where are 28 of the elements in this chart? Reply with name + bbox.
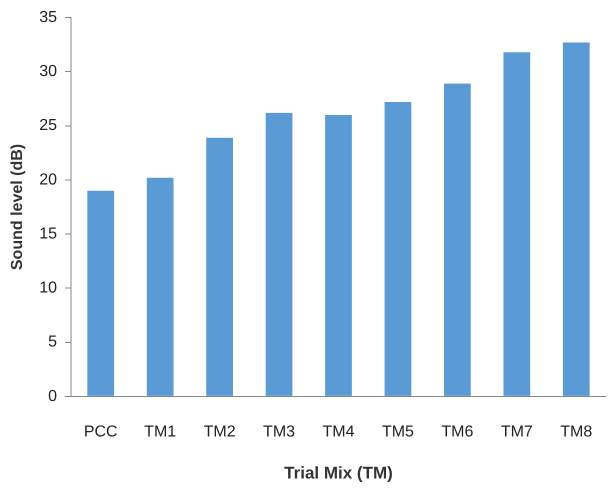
x-tick-label: TM1: [144, 423, 176, 440]
x-tick-label: TM4: [322, 423, 355, 440]
bar: [206, 138, 233, 396]
y-tick-label: 25: [39, 117, 58, 134]
x-tick-label: TM3: [263, 423, 296, 440]
x-tick-label: TM6: [441, 423, 474, 440]
x-axis-title: Trial Mix (TM): [284, 463, 393, 482]
y-tick-label: 15: [39, 225, 58, 242]
bar: [503, 52, 530, 396]
x-tick-label: TM2: [204, 423, 236, 440]
y-tick-label: 5: [48, 334, 58, 351]
y-tick-label: 30: [39, 63, 58, 80]
bar: [444, 84, 471, 396]
y-tick-label: 10: [39, 280, 58, 297]
bar: [562, 42, 590, 396]
y-tick-label: 35: [39, 9, 58, 26]
y-tick-label: 20: [39, 171, 58, 188]
y-axis-title: Sound level (dB): [9, 144, 26, 270]
x-tick-label: PCC: [84, 423, 118, 440]
bar: [325, 115, 352, 396]
y-tick-label: 0: [48, 388, 58, 405]
x-tick-label: TM5: [382, 423, 414, 440]
bar: [266, 112, 292, 396]
x-tick-label: TM7: [500, 423, 533, 440]
bar: [384, 102, 412, 396]
bar: [146, 178, 174, 396]
x-tick-label: TM8: [560, 423, 592, 440]
bar: [87, 190, 114, 396]
